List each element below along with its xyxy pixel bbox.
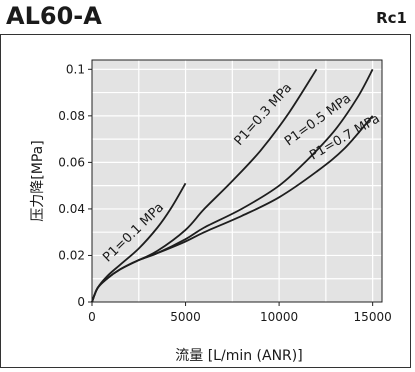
y-tick-label: 0.06: [58, 155, 85, 169]
y-axis-label: 压力降[MPa]: [30, 140, 46, 221]
chart-frame: [0, 34, 411, 368]
x-tick-label: 5000: [170, 310, 201, 324]
plot-border: [91, 59, 383, 303]
plot-background: [92, 60, 382, 302]
port-size-label: Rc1: [376, 9, 407, 27]
y-tick-label: 0.08: [58, 109, 85, 123]
y-tick-label: 0.04: [58, 202, 85, 216]
y-tick-label: 0: [77, 295, 85, 309]
page-title: AL60-A: [6, 2, 102, 30]
y-tick-label: 0.1: [66, 62, 85, 76]
x-tick-label: 10000: [260, 310, 298, 324]
series-line-4: [91, 115, 374, 303]
y-tick-label: 0.02: [58, 248, 85, 262]
x-tick-label: 15000: [354, 310, 392, 324]
x-axis-label: 流量 [L/min (ANR)]: [175, 348, 302, 364]
x-tick-label: 0: [88, 310, 96, 324]
